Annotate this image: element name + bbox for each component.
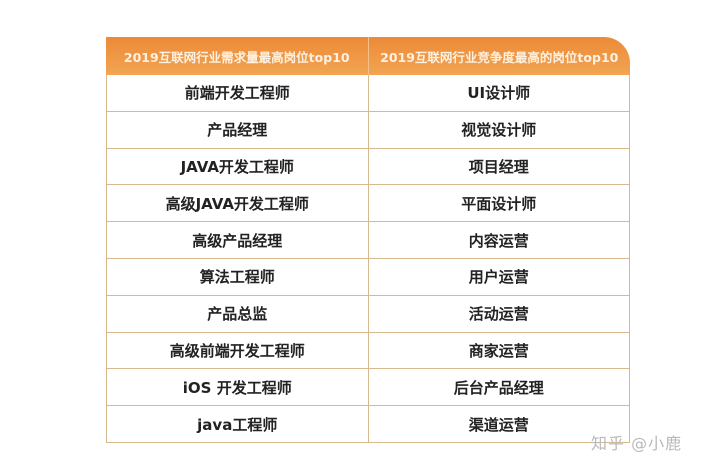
watermark: 知乎 @小鹿 xyxy=(591,434,683,453)
table-row: 高级前端开发工程师 商家运营 xyxy=(106,332,630,370)
table-row: 前端开发工程师 UI设计师 xyxy=(106,75,630,112)
table-row: 产品总监 活动运营 xyxy=(106,295,630,333)
demand-job-cell: JAVA开发工程师 xyxy=(107,148,369,185)
table-row: 算法工程师 用户运营 xyxy=(106,258,630,296)
competition-job-cell: 内容运营 xyxy=(468,231,529,250)
demand-job-cell: 前端开发工程师 xyxy=(107,75,369,111)
competition-job-cell: 活动运营 xyxy=(468,305,529,324)
demand-job-cell: 产品总监 xyxy=(107,295,369,332)
competition-job-cell: UI设计师 xyxy=(467,84,531,103)
competition-job-cell: 后台产品经理 xyxy=(453,378,544,397)
competition-job-cell: 渠道运营 xyxy=(468,415,529,434)
demand-job-cell: 高级前端开发工程师 xyxy=(107,332,369,369)
header-competition: 2019互联网行业竞争度最高的岗位top10 xyxy=(380,49,619,65)
competition-job-cell: 商家运营 xyxy=(468,341,529,360)
table-header: 2019互联网行业需求量最高岗位top10 2019互联网行业竞争度最高的岗位t… xyxy=(106,37,630,75)
competition-job-cell: 平面设计师 xyxy=(461,194,537,213)
demand-job-cell: iOS 开发工程师 xyxy=(107,369,369,406)
competition-job-cell: 项目经理 xyxy=(468,157,529,176)
demand-job-cell: 高级JAVA开发工程师 xyxy=(107,185,369,222)
table-row: JAVA开发工程师 项目经理 xyxy=(106,148,630,186)
table-row: 高级产品经理 内容运营 xyxy=(106,222,630,259)
demand-job-cell: 算法工程师 xyxy=(107,258,369,295)
header-demand: 2019互联网行业需求量最高岗位top10 xyxy=(106,37,369,75)
table-row: iOS 开发工程师 后台产品经理 xyxy=(106,369,630,407)
demand-job-cell: 产品经理 xyxy=(107,111,369,148)
table-row: 高级JAVA开发工程师 平面设计师 xyxy=(106,185,630,223)
job-ranking-table: 2019互联网行业需求量最高岗位top10 2019互联网行业竞争度最高的岗位t… xyxy=(106,37,630,443)
table-row: 产品经理 视觉设计师 xyxy=(106,111,630,149)
competition-job-cell: 用户运营 xyxy=(468,268,529,287)
competition-job-cell: 视觉设计师 xyxy=(461,121,537,140)
demand-job-cell: java工程师 xyxy=(107,406,369,442)
table-row: java工程师 渠道运营 xyxy=(106,406,630,443)
demand-job-cell: 高级产品经理 xyxy=(107,222,369,258)
